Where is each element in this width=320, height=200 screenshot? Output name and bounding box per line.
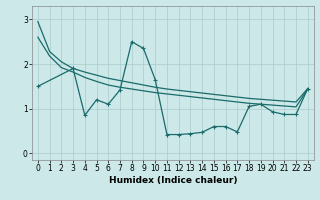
- X-axis label: Humidex (Indice chaleur): Humidex (Indice chaleur): [108, 176, 237, 185]
